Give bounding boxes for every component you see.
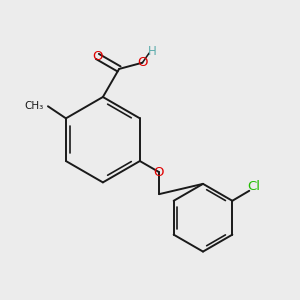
Text: CH₃: CH₃ bbox=[24, 101, 44, 111]
Text: Cl: Cl bbox=[247, 181, 260, 194]
Text: H: H bbox=[148, 45, 157, 58]
Text: O: O bbox=[92, 50, 103, 63]
Text: O: O bbox=[154, 166, 164, 178]
Text: O: O bbox=[137, 56, 148, 69]
